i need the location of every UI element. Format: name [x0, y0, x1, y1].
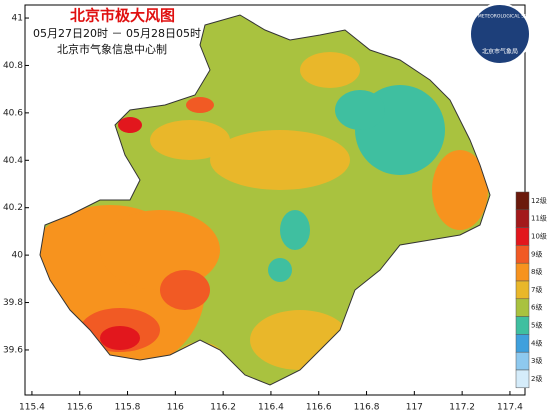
- x-tick-label: 117.2: [449, 403, 475, 413]
- legend-label: 7级: [531, 285, 542, 294]
- logo: BEIJING METEOROLOGICAL SERVICE 北京市气象局: [460, 3, 541, 65]
- logo-disk: [469, 3, 531, 65]
- map-subtitle: 05月27日20时 － 05月28日05时: [33, 27, 201, 40]
- legend-label: 5级: [531, 321, 542, 330]
- logo-text: BEIJING METEOROLOGICAL SERVICE: [460, 14, 541, 20]
- x-tick-label: 116.4: [258, 403, 284, 413]
- producer: 北京市气象信息中心制: [57, 42, 167, 56]
- legend-swatch: [515, 298, 530, 317]
- legend-swatch: [515, 227, 530, 246]
- legend-swatch: [515, 245, 530, 264]
- y-tick-label: 40: [12, 251, 24, 261]
- legend-swatch: [515, 351, 530, 371]
- x-tick-label: 117: [406, 403, 423, 413]
- legend-label: 8级: [531, 267, 542, 276]
- legend-label: 2级: [531, 374, 542, 383]
- legend-label: 3级: [531, 356, 542, 365]
- y-tick-label: 40.8: [3, 61, 23, 71]
- map-title: 北京市极大风图: [70, 7, 175, 25]
- legend-label: 10级: [531, 232, 547, 241]
- y-tick-label: 39.8: [3, 298, 23, 308]
- legend-label: 6级: [531, 303, 542, 312]
- x-tick-label: 116.6: [306, 403, 332, 413]
- x-tick-label: 115.8: [115, 403, 141, 413]
- legend-label: 4级: [531, 338, 542, 347]
- legend-label: 9级: [531, 249, 542, 258]
- logo-name: 北京市气象局: [482, 48, 518, 56]
- x-tick-label: 116: [167, 403, 184, 413]
- y-tick-label: 41: [12, 14, 23, 24]
- y-tick-label: 40.6: [3, 108, 23, 118]
- x-tick-label: 115.4: [19, 403, 45, 413]
- legend-swatch: [515, 262, 530, 282]
- x-tick-label: 117.4: [497, 403, 523, 413]
- legend-swatch: [515, 209, 530, 228]
- y-tick-label: 39.6: [3, 345, 23, 355]
- x-tick-label: 116.2: [210, 403, 236, 413]
- legend-swatch: [515, 369, 530, 389]
- y-tick-label: 40.4: [3, 156, 23, 166]
- boundary: [39, 14, 491, 386]
- legend-label: 12级: [531, 196, 547, 205]
- legend-swatch: [515, 334, 530, 353]
- legend-swatch: [515, 280, 530, 300]
- legend-swatch: [515, 191, 530, 211]
- legend-swatch: [515, 316, 530, 335]
- x-tick-label: 115.6: [67, 403, 93, 413]
- y-tick-label: 40.2: [3, 203, 23, 213]
- x-tick-label: 116.8: [354, 403, 380, 413]
- legend-label: 11级: [531, 214, 547, 223]
